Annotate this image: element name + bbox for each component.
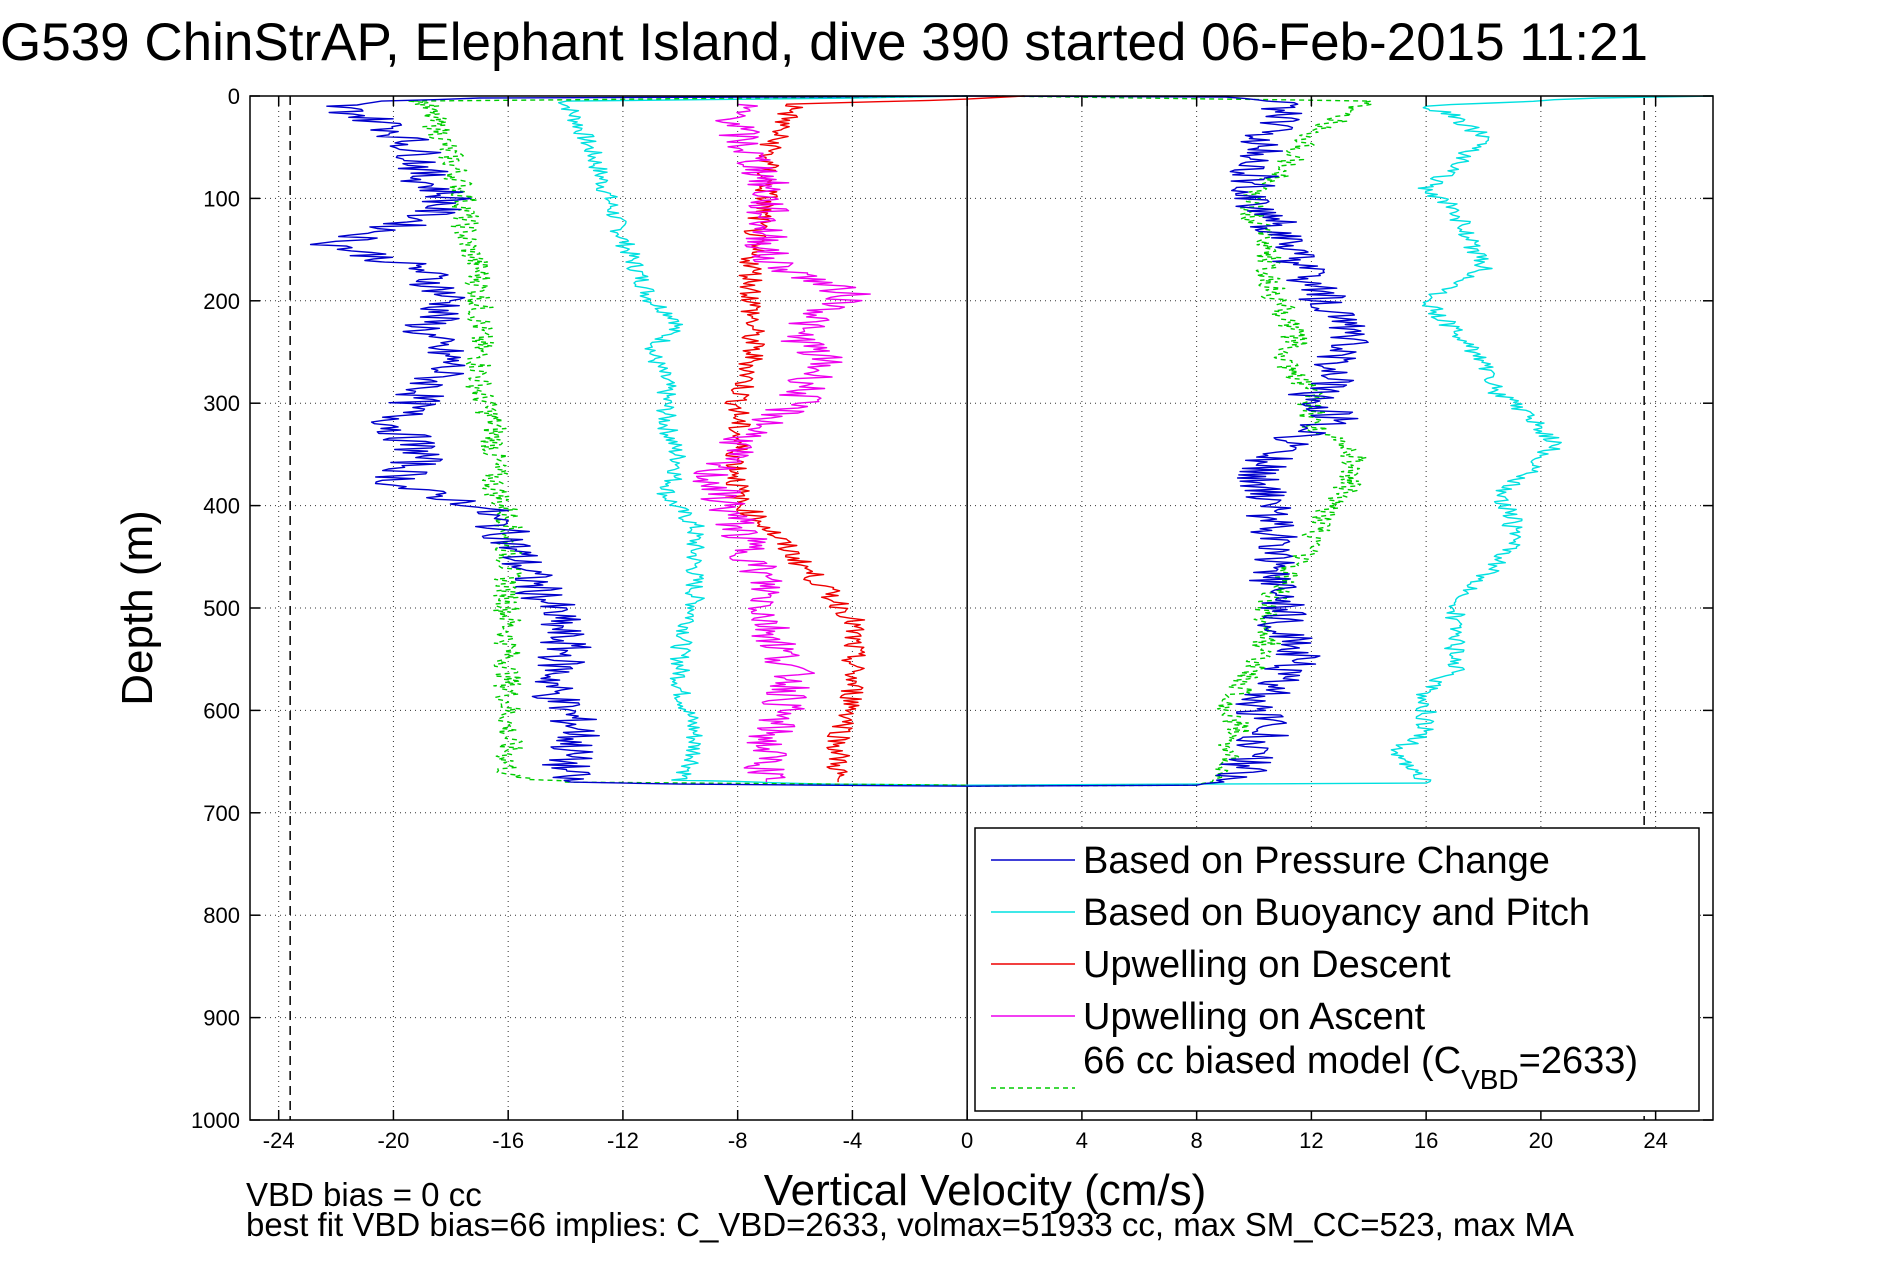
x-tick-label-6: 0 <box>961 1128 973 1153</box>
footnote-best-fit: best fit VBD bias=66 implies: C_VBD=2633… <box>246 1206 1574 1243</box>
y-tick-label-10: 1000 <box>191 1108 240 1133</box>
series-line-0-0 <box>309 95 968 787</box>
series-layer <box>309 95 1714 787</box>
x-tick-label-4: -8 <box>728 1128 748 1153</box>
x-tick-label-2: -16 <box>492 1128 524 1153</box>
y-tick-label-6: 600 <box>203 698 240 723</box>
x-tick-label-0: -24 <box>263 1128 295 1153</box>
x-tick-label-8: 8 <box>1191 1128 1203 1153</box>
x-tick-label-7: 4 <box>1076 1128 1088 1153</box>
x-tick-label-10: 16 <box>1414 1128 1438 1153</box>
series-line-3-0 <box>692 101 871 783</box>
x-tick-label-12: 24 <box>1643 1128 1667 1153</box>
x-tick-label-3: -12 <box>607 1128 639 1153</box>
y-tick-label-0: 0 <box>228 84 240 109</box>
chart-title: G539 ChinStrAP, Elephant Island, dive 39… <box>0 13 1648 72</box>
legend-label-2: Upwelling on Descent <box>1083 944 1451 986</box>
x-tick-label-9: 12 <box>1299 1128 1323 1153</box>
y-tick-label-5: 500 <box>203 596 240 621</box>
y-tick-label-7: 700 <box>203 801 240 826</box>
y-tick-label-2: 200 <box>203 289 240 314</box>
legend-label-0: Based on Pressure Change <box>1083 840 1550 882</box>
y-tick-label-9: 900 <box>203 1006 240 1031</box>
x-tick-label-11: 20 <box>1529 1128 1553 1153</box>
x-tick-label-1: -20 <box>378 1128 410 1153</box>
series-line-1-1 <box>967 95 1714 786</box>
series-line-4-0 <box>408 95 968 786</box>
y-tick-label-1: 100 <box>203 186 240 211</box>
footnote-vbd-bias: VBD bias = 0 cc <box>246 1176 482 1213</box>
x-axis-label: Vertical Velocity (cm/s) <box>764 1166 1207 1215</box>
series-line-2-0 <box>724 95 1025 783</box>
series-line-0-1 <box>967 95 1369 787</box>
y-tick-label-4: 400 <box>203 494 240 519</box>
series-line-1-0 <box>558 95 968 786</box>
legend-label-1: Based on Buoyancy and Pitch <box>1083 892 1590 934</box>
legend: Based on Pressure Change Based on Buoyanc… <box>974 827 1700 1112</box>
y-axis-label: Depth (m) <box>113 510 162 706</box>
axis-ticks: -24 -20 -16 -12 -8 -4 0 4 8 12 16 20 24 0 100 200 300 400… <box>191 84 1713 1153</box>
x-tick-label-5: -4 <box>843 1128 863 1153</box>
y-tick-label-3: 300 <box>203 391 240 416</box>
y-tick-label-8: 800 <box>203 903 240 928</box>
legend-label-3: Upwelling on Ascent <box>1083 996 1426 1038</box>
reference-lines <box>289 96 1645 1120</box>
series-line-4-1 <box>967 95 1373 787</box>
legend-box <box>974 827 1700 1112</box>
